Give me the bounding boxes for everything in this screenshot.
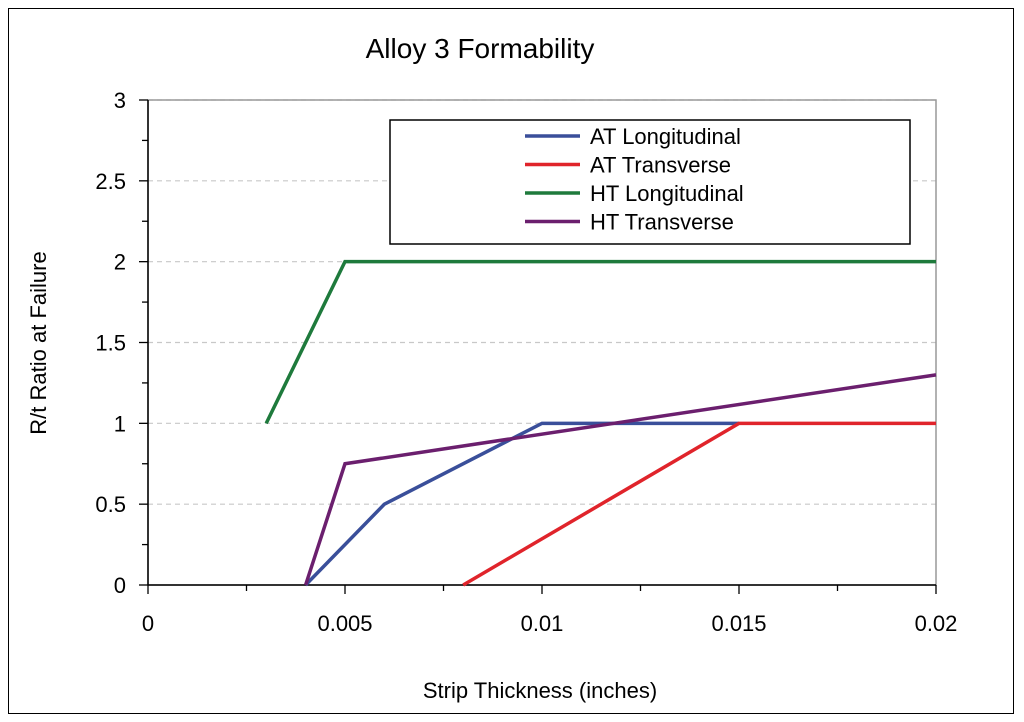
series-lines — [264, 259, 937, 587]
y-axis-label: R/t Ratio at Failure — [26, 251, 51, 434]
series-line-at-transverse — [462, 421, 936, 587]
legend-label: HT Longitudinal — [590, 181, 744, 206]
x-tick-label: 0 — [142, 611, 154, 636]
x-tick-label: 0.01 — [521, 611, 564, 636]
legend-box — [389, 119, 911, 245]
y-tick-label: 1 — [114, 411, 126, 436]
x-axis-label: Strip Thickness (inches) — [423, 678, 657, 703]
series-line-ht-longitudinal — [264, 259, 936, 425]
y-tick-label: 2.5 — [95, 169, 126, 194]
y-tick-label: 1.5 — [95, 331, 126, 356]
y-tick-label: 0 — [114, 573, 126, 598]
x-tick-label: 0.02 — [915, 611, 958, 636]
legend-label: AT Longitudinal — [590, 124, 741, 149]
x-tick-label: 0.005 — [317, 611, 372, 636]
x-tick-label: 0.015 — [711, 611, 766, 636]
y-tick-label: 3 — [114, 88, 126, 113]
legend: AT Longitudinal AT Transverse HT Longitudi… — [389, 119, 911, 245]
series-line-ht-transverse — [303, 373, 937, 586]
y-tick-label: 0.5 — [95, 492, 126, 517]
legend-label: HT Transverse — [590, 210, 734, 235]
legend-label: AT Transverse — [590, 153, 731, 178]
y-tick-label: 2 — [114, 250, 126, 275]
series-line-at-longitudinal — [304, 421, 739, 587]
axes: 0 0.5 1 1.5 2 2.5 3 0 0.005 0.01 0.015 0.02 — [95, 88, 957, 636]
chart-title: Alloy 3 Formability — [366, 33, 595, 64]
